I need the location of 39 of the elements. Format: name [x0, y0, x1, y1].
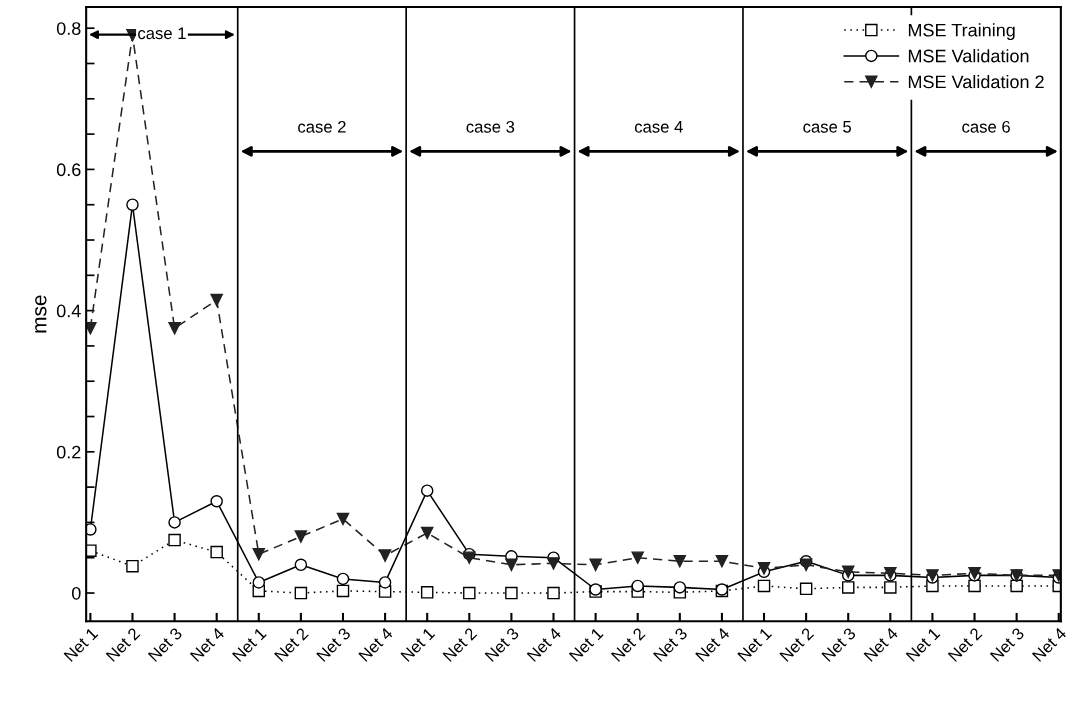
y-tick-label: 0.6 — [56, 163, 81, 177]
annotation: case 4 — [634, 121, 683, 133]
y-axis-title: mse — [35, 295, 47, 333]
x-tick-label: Net 4 — [358, 626, 394, 662]
x-tick-label: Net 2 — [274, 627, 309, 662]
x-tick-label: Net 3 — [989, 626, 1025, 662]
x-tick-label: Net 1 — [63, 627, 99, 662]
x-tick-label: Net 4 — [526, 626, 562, 662]
y-tick-label: 0 — [71, 586, 81, 600]
x-tick-label: Net 3 — [821, 626, 857, 662]
annotation: case 3 — [466, 120, 515, 133]
x-tick-label: Net 3 — [316, 626, 352, 662]
x-tick-label: Net 1 — [737, 627, 773, 662]
x-tick-label: Net 3 — [652, 626, 688, 662]
y-tick-label: 0.4 — [56, 304, 81, 318]
annotation: case 6 — [962, 120, 1010, 133]
annotation: case 2 — [298, 120, 346, 133]
annotation: case 1 — [138, 27, 186, 40]
legend-label: MSE Training — [908, 23, 1015, 41]
x-tick-label: Net 3 — [484, 626, 520, 662]
x-tick-label: Net 3 — [147, 626, 183, 662]
x-tick-label: Net 1 — [568, 627, 604, 662]
x-tick-label: Net 4 — [189, 626, 225, 662]
x-tick-label: Net 2 — [105, 627, 141, 662]
x-tick-label: Net 4 — [863, 626, 899, 662]
x-tick-label: Net 2 — [610, 627, 646, 662]
legend-label: MSE Validation — [908, 49, 1029, 63]
legend-label: MSE Validation 2 — [908, 74, 1044, 89]
y-tick-label: 0.8 — [56, 22, 81, 35]
x-tick-label: Net 4 — [1031, 626, 1068, 662]
x-tick-label: Net 2 — [779, 627, 815, 662]
annotation: case 5 — [803, 121, 852, 133]
x-tick-label: Net 4 — [695, 626, 731, 662]
x-tick-label: Net 1 — [400, 627, 436, 662]
x-tick-label: Net 2 — [442, 627, 478, 662]
x-tick-label: Net 2 — [947, 627, 983, 662]
x-tick-label: Net 1 — [905, 627, 941, 662]
x-tick-label: Net 1 — [232, 627, 267, 662]
y-tick-label: 0.2 — [56, 445, 81, 459]
